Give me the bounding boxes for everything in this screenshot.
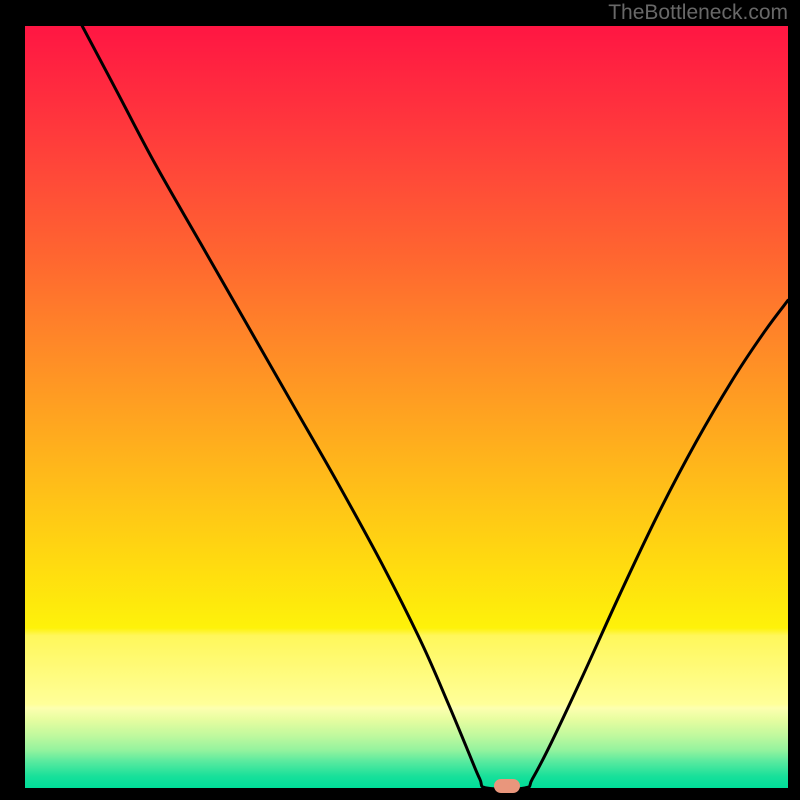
plot-area bbox=[25, 26, 788, 788]
attribution-label: TheBottleneck.com bbox=[608, 0, 788, 26]
chart-frame: TheBottleneck.com bbox=[0, 0, 800, 800]
minimum-marker bbox=[494, 779, 520, 793]
bottleneck-curve bbox=[25, 26, 788, 788]
